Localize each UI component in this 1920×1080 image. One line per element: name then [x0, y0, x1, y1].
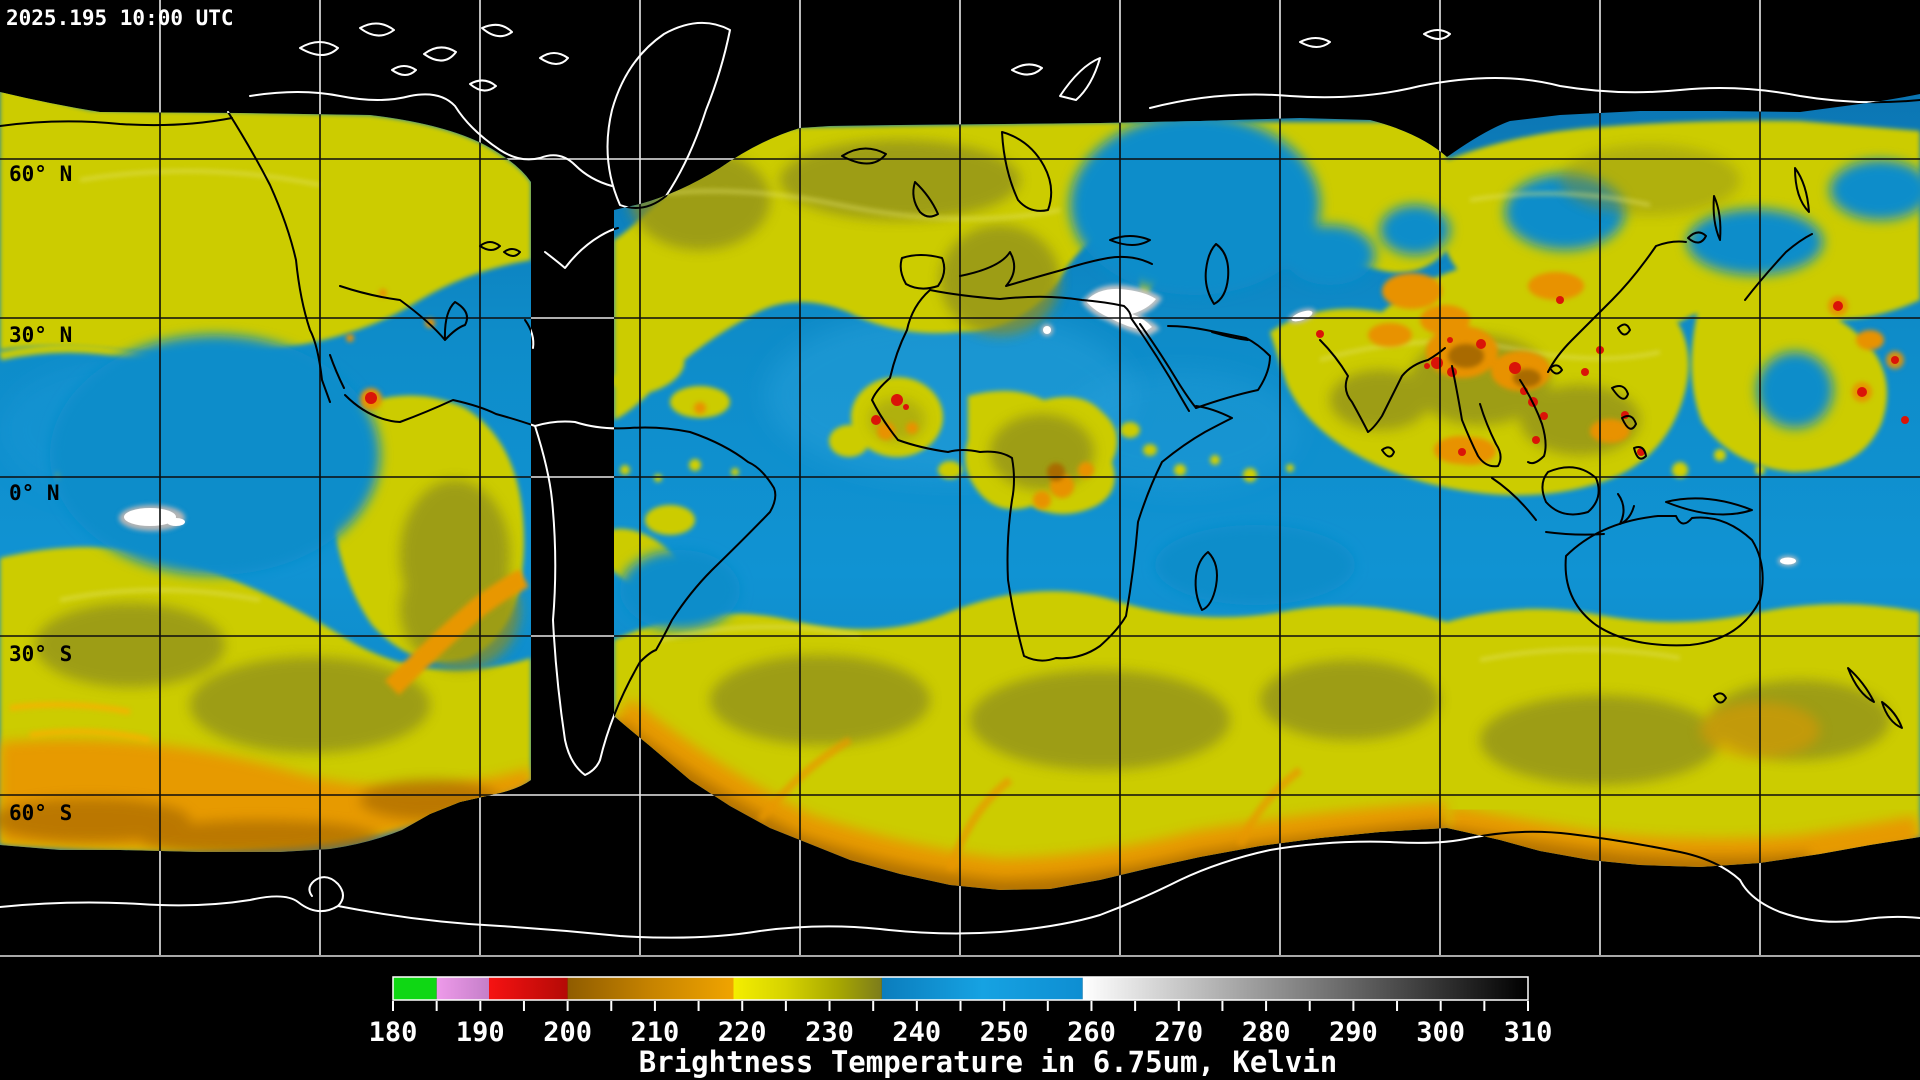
tick-200: 200: [543, 1017, 592, 1048]
colorbar-border: [392, 976, 1529, 1001]
tick-220: 220: [718, 1017, 767, 1048]
lat-label-60n: 60° N: [9, 162, 72, 186]
tick-270: 270: [1154, 1017, 1203, 1048]
lat-label-60s: 60° S: [9, 801, 72, 825]
overshooting-tops-red: [365, 296, 1909, 456]
lat-label-30s: 30° S: [9, 642, 72, 666]
tick-300: 300: [1416, 1017, 1465, 1048]
colorbar-segments: [393, 977, 1528, 1000]
colorbar-tick-labels: 180 190 200 210 220 230 240 250 260 270 …: [369, 1017, 1553, 1048]
tick-210: 210: [631, 1017, 680, 1048]
colorbar-caption: Brightness Temperature in 6.75um, Kelvin: [639, 1045, 1337, 1079]
cloud-texture-veins: [59, 169, 1681, 662]
tick-290: 290: [1329, 1017, 1378, 1048]
tick-190: 190: [456, 1017, 505, 1048]
deep-convection-dark-orange: [1047, 344, 1541, 481]
tick-230: 230: [805, 1017, 854, 1048]
lat-label-30n: 30° N: [9, 323, 72, 347]
tick-250: 250: [980, 1017, 1029, 1048]
tick-240: 240: [892, 1017, 941, 1048]
tick-180: 180: [369, 1017, 418, 1048]
colorbar-tick-marks: [392, 1001, 1529, 1011]
colorbar: 180 190 200 210 220 230 240 250 260 270 …: [369, 976, 1553, 1079]
timestamp-label: 2025.195 10:00 UTC: [6, 6, 234, 30]
lat-label-0n: 0° N: [9, 481, 60, 505]
tick-280: 280: [1242, 1017, 1291, 1048]
latitude-labels: 60° N 30° N 0° N 30° S 60° S: [9, 162, 72, 825]
tick-260: 260: [1067, 1017, 1116, 1048]
tick-310: 310: [1504, 1017, 1553, 1048]
coldest-cloud-white-spots: [119, 284, 1798, 566]
